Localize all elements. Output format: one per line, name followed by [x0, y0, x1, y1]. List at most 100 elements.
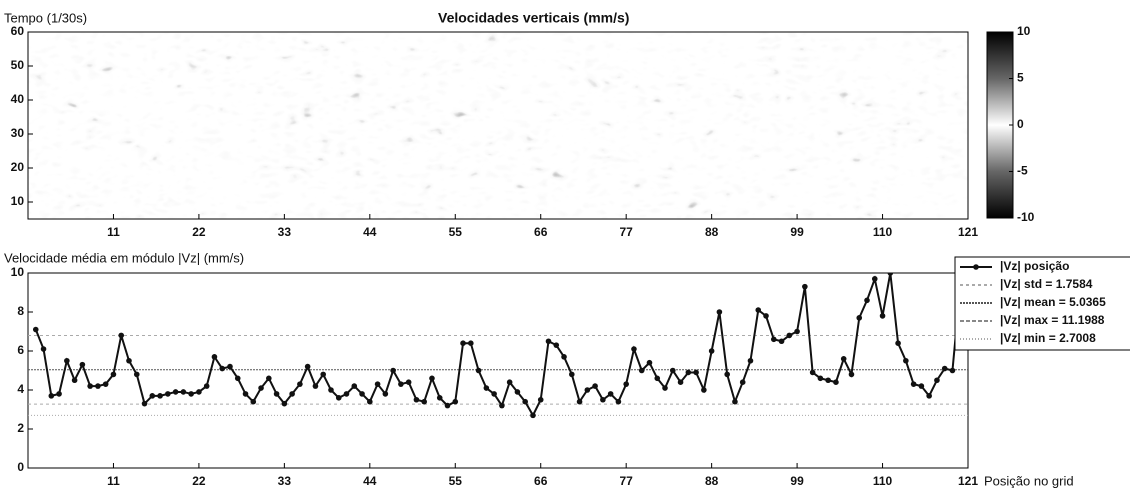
y-tick-label: 40: [11, 92, 25, 106]
data-point: [483, 385, 490, 391]
data-point: [949, 367, 956, 374]
data-point: [165, 391, 171, 397]
data-point: [491, 391, 497, 397]
x-tick-label: 33: [278, 474, 292, 488]
data-point: [133, 371, 140, 378]
x-tick-label: 66: [534, 225, 548, 239]
data-point: [879, 313, 886, 319]
data-point: [506, 379, 513, 386]
x-tick-label: 99: [790, 474, 804, 488]
y-tick-label: 8: [17, 304, 24, 318]
data-point: [638, 367, 645, 374]
colorbar-tick-label: -10: [1017, 210, 1035, 224]
data-point: [40, 346, 47, 352]
data-point: [701, 387, 707, 393]
data-point: [312, 383, 319, 389]
data-point: [786, 332, 793, 339]
x-tick-label: 110: [873, 225, 893, 239]
colorbar-tick-label: -5: [1017, 164, 1028, 178]
y-tick-label: 4: [17, 382, 24, 396]
data-point: [289, 391, 295, 397]
data-point: [848, 371, 855, 378]
data-point: [48, 393, 55, 399]
data-point: [203, 383, 210, 389]
x-tick-label: 11: [107, 474, 120, 488]
data-point: [468, 340, 474, 347]
data-point: [778, 338, 785, 345]
data-point: [864, 297, 870, 304]
data-point: [895, 340, 901, 347]
data-point: [553, 342, 560, 348]
data-point: [561, 354, 567, 360]
x-tick-label: 88: [705, 474, 719, 488]
data-point: [607, 391, 614, 397]
legend: |Vz| posição |Vz| std = 1.7584 |Vz| mean =…: [954, 256, 1130, 351]
data-point: [297, 381, 303, 387]
x-tick-label: 55: [449, 474, 463, 488]
data-point: [677, 379, 684, 386]
data-point: [918, 383, 925, 389]
data-point: [685, 369, 692, 376]
data-point: [654, 375, 661, 382]
data-point: [367, 398, 373, 405]
data-point: [452, 398, 459, 405]
data-point: [732, 398, 738, 405]
legend-label: |Vz| mean = 5.0365: [1000, 295, 1106, 309]
data-point: [79, 361, 86, 368]
plot-frame: [27, 272, 969, 469]
x-tick-label: 11: [107, 225, 120, 239]
data-point: [102, 381, 109, 387]
x-axis-label: Posição no grid: [984, 473, 1074, 488]
data-point: [421, 398, 427, 405]
data-point: [196, 389, 202, 395]
data-point: [584, 387, 591, 393]
data-point: [87, 383, 93, 389]
data-point: [219, 365, 226, 372]
data-point: [405, 379, 412, 386]
x-tick-label: 22: [192, 474, 206, 488]
data-point: [903, 357, 909, 364]
data-point: [794, 328, 800, 335]
data-point: [328, 387, 334, 393]
y-axis-label: Tempo (1/30s): [4, 10, 87, 25]
data-point: [250, 398, 257, 405]
data-point: [335, 395, 342, 401]
y-tick-label: 30: [11, 126, 25, 140]
x-tick-label: 88: [705, 225, 719, 239]
data-point: [763, 313, 769, 319]
data-point: [95, 383, 101, 389]
chart-title: Velocidade média em módulo |Vz| (mm/s): [4, 250, 244, 265]
y-tick-label: 10: [11, 194, 25, 208]
data-point: [56, 391, 62, 397]
data-point: [273, 391, 280, 397]
data-point: [910, 381, 917, 387]
data-point: [545, 338, 552, 345]
colorbar-tick-label: 10: [1017, 24, 1031, 38]
data-point: [351, 383, 358, 389]
data-point: [592, 383, 598, 389]
data-point: [32, 326, 39, 333]
y-tick-label: 60: [11, 24, 25, 38]
data-point: [856, 315, 863, 321]
data-point: [281, 400, 288, 407]
data-point: [646, 359, 653, 366]
data-point: [398, 381, 404, 387]
data-point: [623, 381, 629, 387]
data-point: [234, 375, 241, 382]
data-point: [359, 391, 365, 397]
data-point: [499, 402, 505, 409]
data-point: [739, 379, 746, 386]
data-point: [934, 377, 940, 384]
x-tick-label: 77: [620, 225, 634, 239]
data-point: [118, 332, 125, 339]
data-point: [172, 389, 179, 395]
data-point: [770, 336, 777, 343]
legend-label: |Vz| std = 1.7584: [1000, 277, 1093, 291]
data-point: [825, 377, 831, 384]
data-point: [382, 391, 389, 397]
data-point: [436, 395, 443, 401]
data-point: [180, 389, 187, 395]
